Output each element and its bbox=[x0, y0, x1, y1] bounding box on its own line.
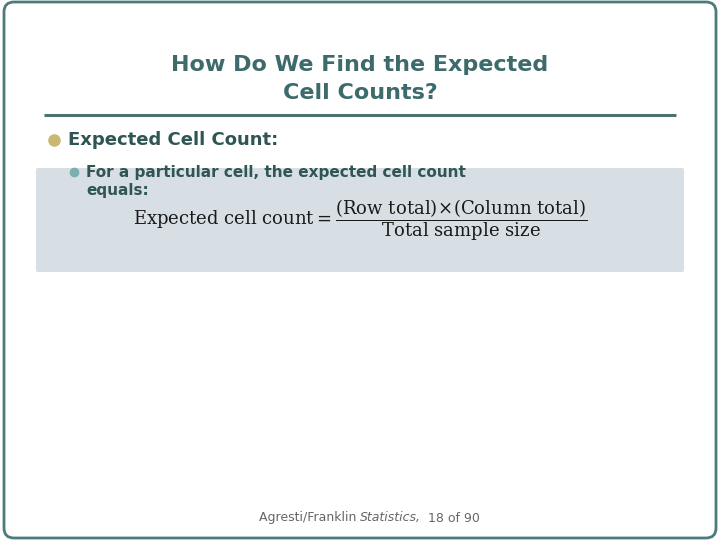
Text: Statistics,: Statistics, bbox=[360, 511, 421, 524]
FancyBboxPatch shape bbox=[4, 2, 716, 538]
Text: equals:: equals: bbox=[86, 184, 149, 199]
Text: Agresti/Franklin: Agresti/Franklin bbox=[258, 511, 360, 524]
Text: $\mathregular{Expected\ cell\ count} = \dfrac{\mathregular{(Row\ total)\!\times\: $\mathregular{Expected\ cell\ count} = \… bbox=[132, 197, 588, 243]
Text: How Do We Find the Expected: How Do We Find the Expected bbox=[171, 55, 549, 75]
FancyBboxPatch shape bbox=[36, 168, 684, 272]
Text: 18 of 90: 18 of 90 bbox=[424, 511, 480, 524]
Text: For a particular cell, the expected cell count: For a particular cell, the expected cell… bbox=[86, 165, 466, 179]
Text: Cell Counts?: Cell Counts? bbox=[283, 83, 437, 103]
Text: Expected Cell Count:: Expected Cell Count: bbox=[68, 131, 278, 149]
